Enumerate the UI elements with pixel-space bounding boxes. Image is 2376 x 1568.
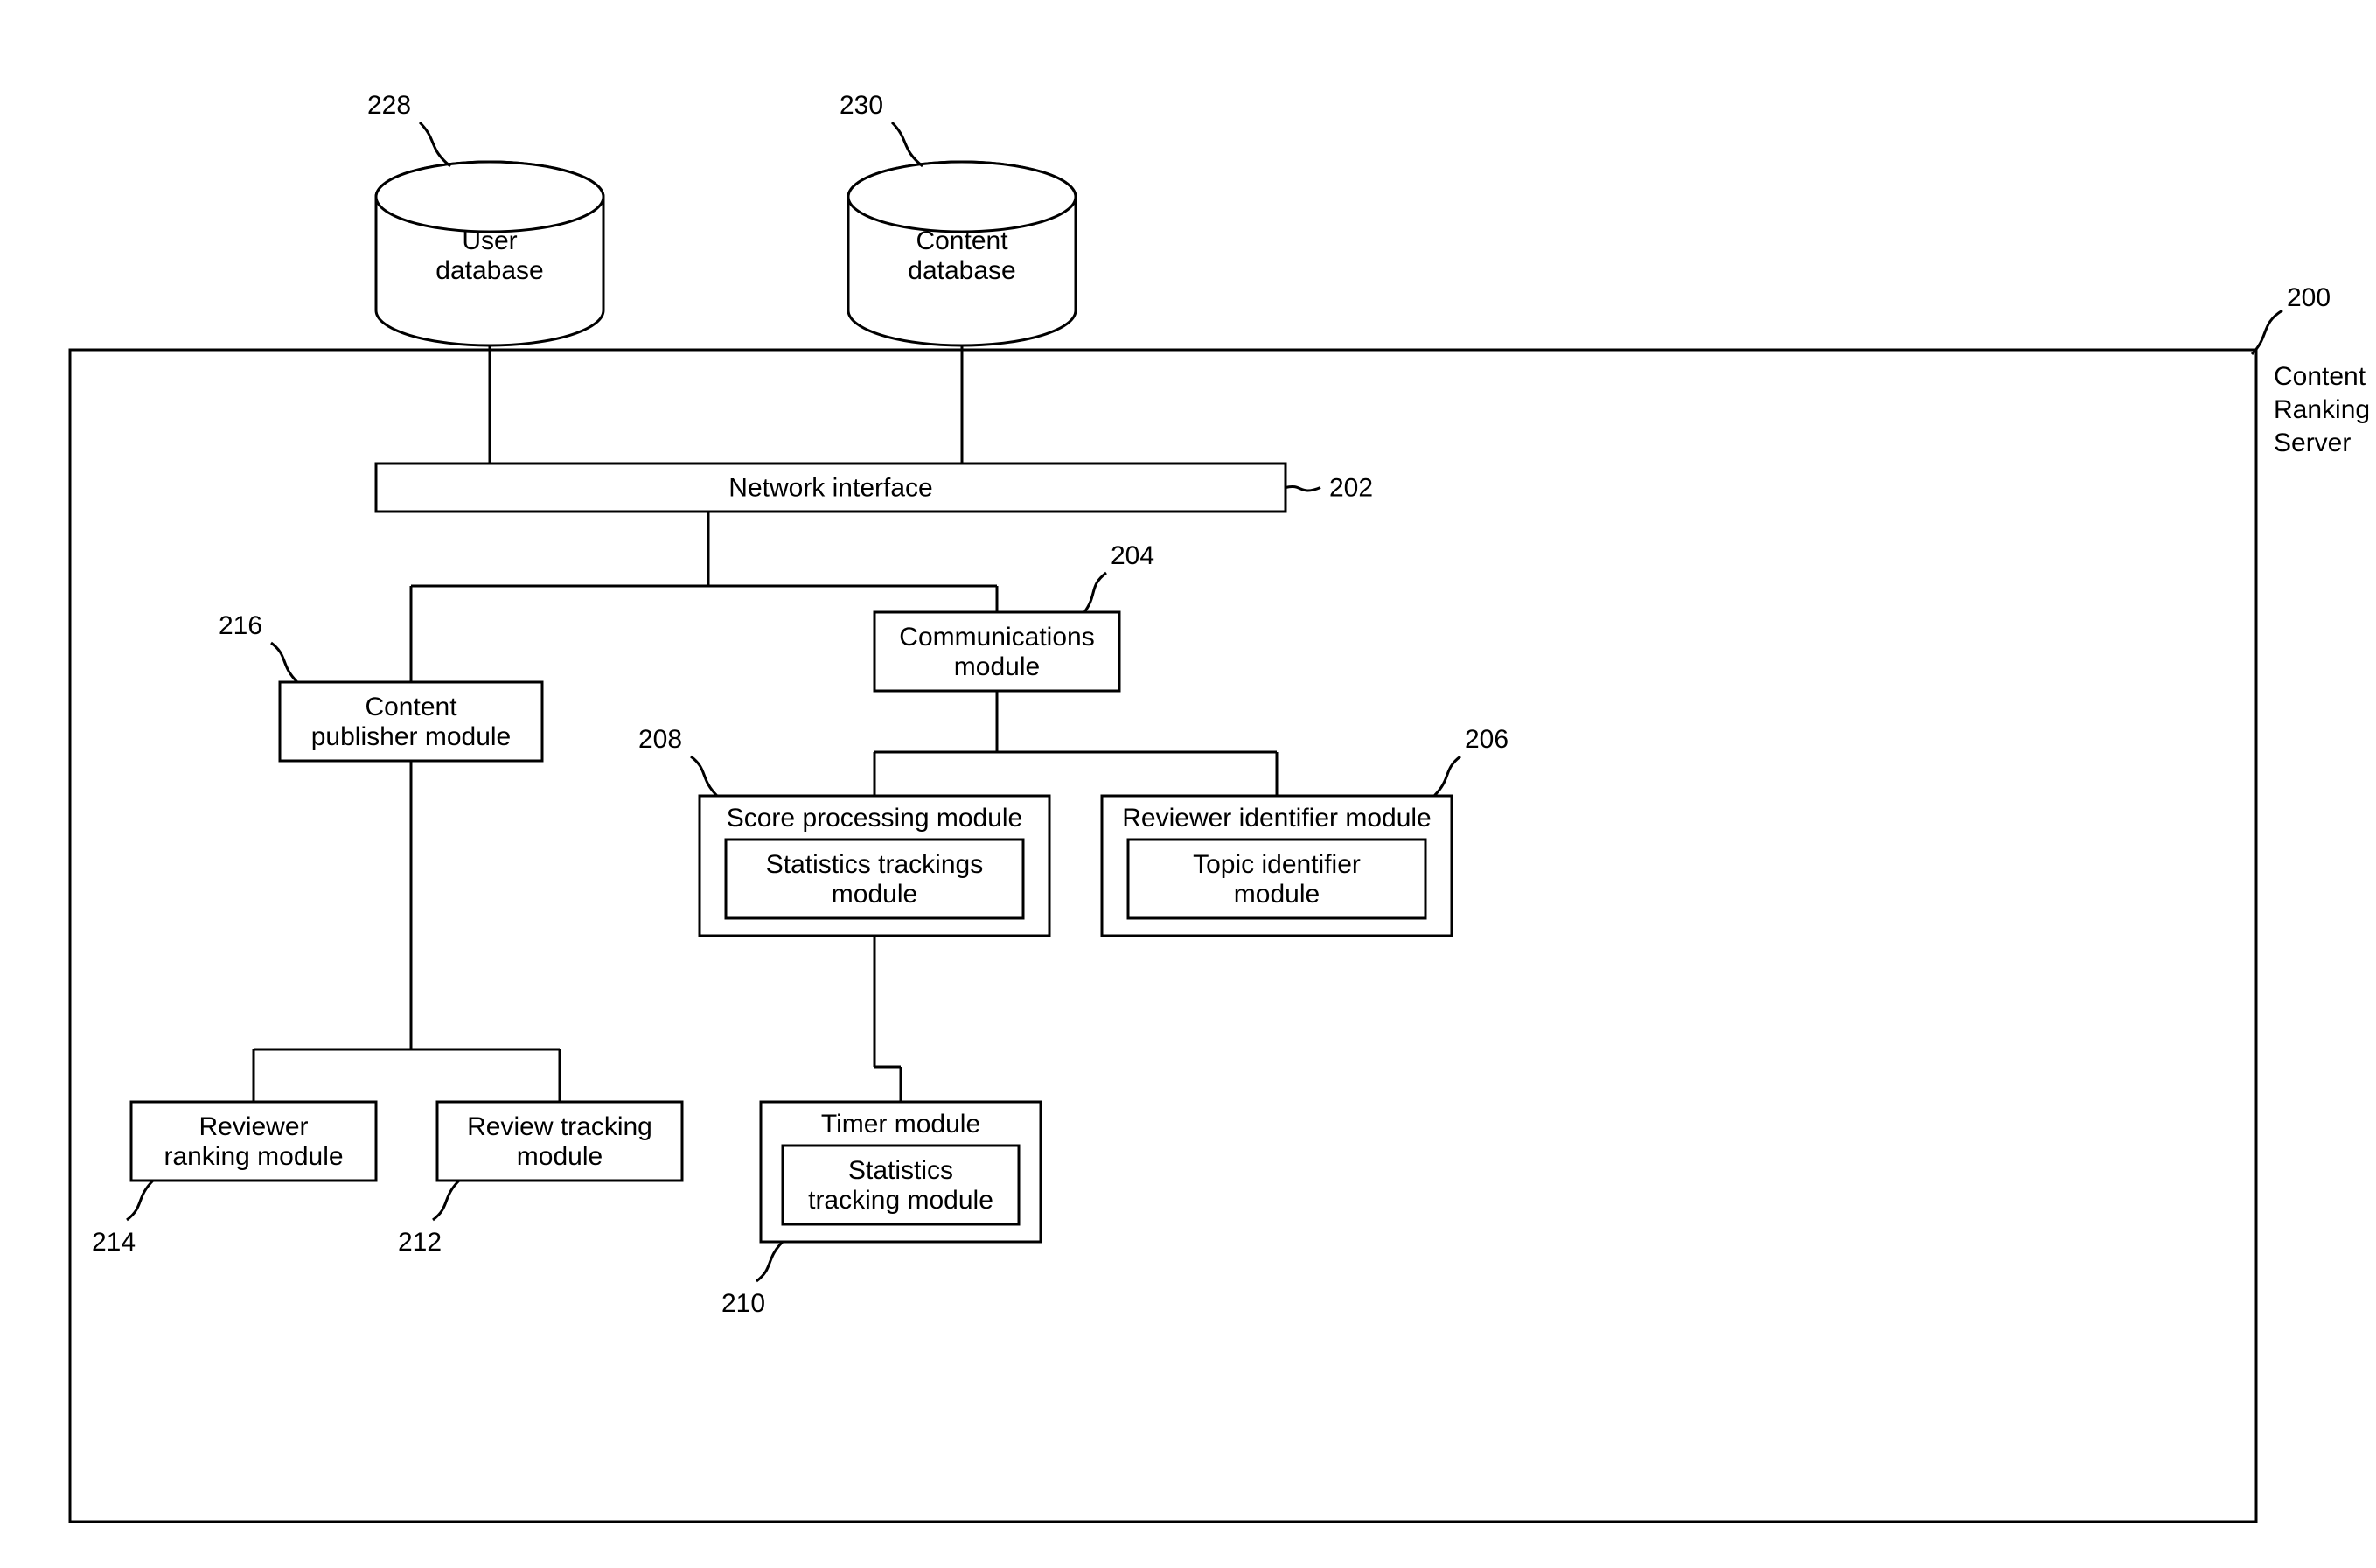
database-top xyxy=(376,162,603,232)
score-processing-inner-label: Statistics trackings xyxy=(766,850,983,879)
ref-label: 208 xyxy=(638,725,682,754)
timer-inner-label: Statistics xyxy=(848,1156,953,1185)
reviewer-identifier-inner-label: Topic identifier xyxy=(1193,850,1361,879)
reviewer-ranking-label: ranking module xyxy=(164,1142,343,1171)
container-label: Ranking xyxy=(2274,395,2370,424)
ref-label: 216 xyxy=(219,611,262,640)
container-label: Content xyxy=(2274,362,2366,391)
network-interface-label: Network interface xyxy=(728,474,932,503)
databases-group: Userdatabase228Contentdatabase230 xyxy=(367,91,1076,345)
reviewer-identifier-label: Reviewer identifier module xyxy=(1122,804,1432,833)
ref-label: 210 xyxy=(721,1289,765,1318)
ref-label: 230 xyxy=(840,91,883,120)
ref-leader xyxy=(892,122,923,166)
database-label: User xyxy=(462,226,517,255)
database-label: Content xyxy=(916,226,1008,255)
ref-label: 228 xyxy=(367,91,411,120)
container-label: Server xyxy=(2274,429,2351,457)
score-processing-label: Score processing module xyxy=(727,804,1023,833)
ref-200-leader xyxy=(2252,310,2282,354)
ref-label: 214 xyxy=(92,1228,136,1257)
content-publisher-label: Content xyxy=(365,693,457,721)
review-tracking-label: module xyxy=(517,1142,603,1171)
review-tracking-label: Review tracking xyxy=(467,1112,652,1141)
ref-label: 212 xyxy=(398,1228,442,1257)
reviewer-identifier-inner-label: module xyxy=(1234,880,1320,909)
database-label: database xyxy=(908,256,1015,285)
timer-inner-label: tracking module xyxy=(808,1186,993,1215)
ref-label: 202 xyxy=(1329,474,1373,503)
reviewer-ranking-label: Reviewer xyxy=(199,1112,308,1141)
system-architecture-diagram: 200 Content Ranking Server Userdatabase2… xyxy=(0,0,2376,1568)
communications-label: module xyxy=(954,652,1040,681)
content-publisher-label: publisher module xyxy=(311,722,511,751)
ref-leader xyxy=(420,122,450,166)
score-processing-inner-label: module xyxy=(832,880,917,909)
database-top xyxy=(848,162,1076,232)
communications-label: Communications xyxy=(899,623,1094,652)
ref-200: 200 xyxy=(2287,283,2331,312)
ref-label: 206 xyxy=(1465,725,1509,754)
database-label: database xyxy=(435,256,543,285)
timer-label: Timer module xyxy=(821,1110,980,1139)
ref-label: 204 xyxy=(1111,541,1154,570)
